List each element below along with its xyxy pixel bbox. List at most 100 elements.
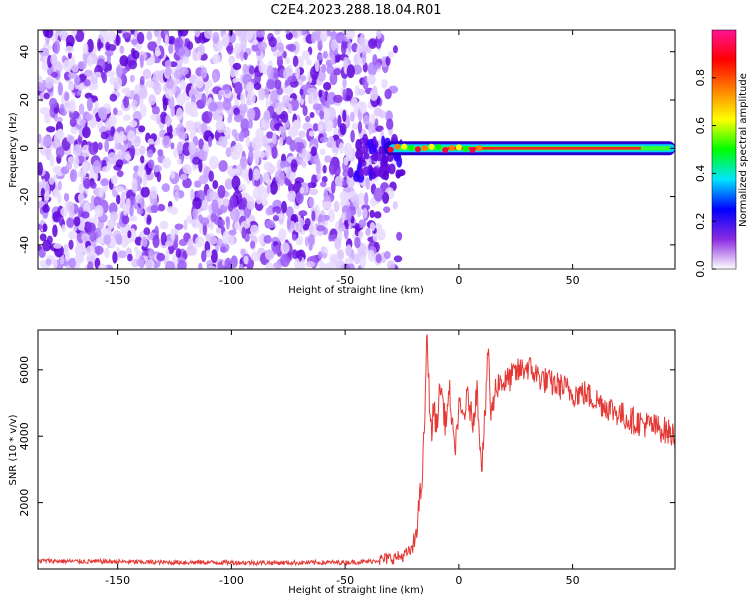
noise-cell (342, 110, 346, 122)
noise-cell (275, 170, 285, 183)
noise-cell (322, 252, 327, 258)
noise-cell (196, 51, 201, 61)
noise-cell (180, 174, 187, 180)
noise-cell (273, 51, 283, 57)
noise-cell (51, 72, 58, 78)
noise-cell (253, 168, 260, 180)
noise-cell (168, 44, 173, 54)
spectrogram-y-label: Frequency (Hz) (8, 112, 19, 188)
noise-cell (354, 253, 361, 264)
noise-cell (320, 262, 324, 272)
noise-cell (177, 141, 183, 154)
noise-cell (145, 80, 154, 87)
noise-cell (192, 208, 198, 219)
noise-cell (351, 97, 358, 107)
transition-cell (395, 169, 401, 178)
noise-cell (331, 54, 336, 65)
noise-cell (339, 142, 344, 154)
noise-cell (222, 231, 229, 245)
noise-cell (199, 149, 205, 160)
noise-cell (320, 29, 327, 42)
noise-cell (287, 217, 291, 230)
noise-cell (47, 235, 53, 244)
noise-cell (370, 222, 375, 232)
noise-cell (268, 37, 276, 48)
noise-cell (200, 217, 209, 225)
signal-blob (470, 147, 476, 153)
noise-cell (40, 107, 50, 115)
noise-cell (183, 220, 187, 231)
snr-y-tick-label: 2000 (18, 489, 31, 517)
noise-cell (217, 185, 225, 198)
noise-cell (369, 210, 374, 218)
noise-cell (121, 191, 125, 203)
noise-cell (179, 67, 189, 76)
noise-cell (73, 156, 79, 169)
noise-cell (138, 165, 144, 178)
signal-blob (394, 144, 400, 150)
noise-cell (287, 103, 292, 113)
noise-cell (285, 86, 294, 95)
noise-cell (163, 98, 167, 111)
noise-cell (274, 27, 280, 35)
noise-cell (162, 183, 170, 192)
noise-cell (352, 195, 359, 207)
noise-cell (223, 198, 230, 206)
signal-blob (401, 144, 407, 150)
noise-cell (343, 156, 348, 165)
noise-cell (372, 86, 377, 96)
noise-cell (274, 245, 280, 252)
noise-cell (263, 172, 270, 183)
noise-cell (182, 164, 191, 174)
noise-cell (101, 72, 106, 80)
noise-cell (69, 99, 76, 113)
spectrogram-x-tick-label: 50 (566, 274, 580, 287)
noise-cell (350, 130, 355, 143)
spectrogram-x-tick-label: -100 (219, 274, 244, 287)
transition-cell (359, 168, 363, 177)
noise-cell (384, 251, 391, 259)
noise-cell (275, 102, 282, 115)
noise-cell (176, 93, 185, 105)
noise-cell (263, 110, 270, 124)
noise-cell (167, 206, 175, 213)
noise-cell (374, 107, 383, 116)
noise-cell (58, 82, 63, 95)
noise-cell (60, 207, 68, 216)
noise-cell (66, 217, 74, 228)
noise-cell (324, 188, 328, 201)
noise-cell (66, 162, 72, 170)
noise-cell (211, 249, 218, 263)
spectrogram-x-label: Height of straight line (km) (288, 285, 424, 296)
noise-cell (75, 243, 83, 256)
figure-title: C2E4.2023.288.18.04.R01 (270, 3, 441, 18)
noise-cell (89, 231, 96, 242)
noise-cell (270, 181, 278, 194)
colorbar-label: Normalized spectral amplitude (738, 73, 749, 227)
noise-cell (177, 158, 182, 165)
transition-cell (369, 169, 373, 180)
noise-cell (157, 204, 165, 211)
noise-cell (95, 205, 104, 217)
noise-cell (165, 67, 172, 76)
noise-cell (324, 155, 331, 162)
noise-cell (116, 194, 120, 204)
noise-cell (162, 136, 171, 149)
noise-cell (241, 227, 246, 239)
noise-cell (211, 199, 218, 213)
noise-cell (44, 191, 50, 201)
noise-cell (321, 64, 326, 73)
noise-cell (85, 113, 93, 120)
noise-cell (132, 183, 138, 193)
noise-cell (36, 82, 45, 91)
noise-cell (143, 227, 150, 235)
noise-cell (311, 146, 317, 156)
noise-cell (283, 51, 287, 59)
snr-x-ticks: -150 -100 -50 0 50 (105, 330, 579, 587)
noise-cell (320, 148, 326, 155)
noise-cell (43, 93, 49, 100)
noise-cell (360, 255, 366, 268)
noise-cell (182, 56, 188, 64)
noise-cell (118, 250, 127, 258)
